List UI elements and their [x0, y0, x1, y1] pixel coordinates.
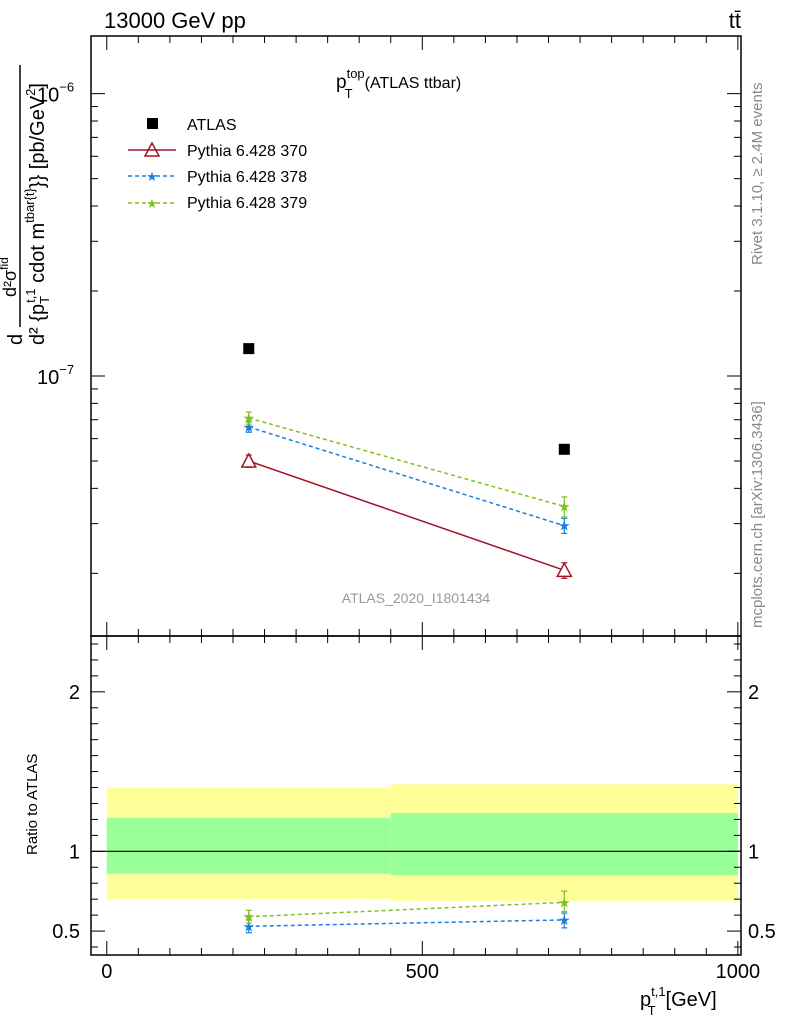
ratio-y-axis-label: Ratio to ATLAS — [24, 754, 41, 855]
main-point-p378-0: ★ — [242, 419, 255, 435]
legend-label-p378: Pythia 6.428 378 — [187, 169, 307, 186]
ratio-y-tick-label-right-1: 1 — [748, 841, 759, 863]
legend-label-p379: Pythia 6.428 379 — [187, 195, 307, 212]
x-tick-label-0: 0 — [101, 961, 112, 983]
rivet-label: Rivet 3.1.10, ≥ 2.4M events — [749, 83, 766, 266]
ratio-y-tick-label-0: 0.5 — [52, 921, 80, 943]
x-axis-label: pt,1 T [GeV] — [640, 984, 717, 1018]
main-y-tick-label-0: 10−7 — [37, 362, 74, 389]
main-point-p379-1: ★ — [558, 498, 571, 514]
legend-label-atlas: ATLAS — [187, 117, 237, 134]
ratio-y-tick-label-right-0: 0.5 — [748, 921, 776, 943]
analysis-id: ATLAS_2020_I1801434 — [342, 590, 491, 606]
ratio-point-p378-0: ★ — [242, 918, 255, 934]
svg-text:d²σfid: d²σfid — [0, 257, 20, 297]
main-point-p370-1 — [556, 561, 573, 578]
ratio-band-inner-0 — [106, 817, 391, 874]
mcplots-label: mcplots.cern.ch [arXiv:1306.3436] — [749, 401, 766, 628]
main-point-p379-0: ★ — [242, 410, 255, 426]
ratio-point-p379-0: ★ — [242, 909, 255, 925]
main-y-axis-label: d² {pTt,1 cdot mtbar{t}}} [pb/GeV2] — [22, 83, 52, 345]
legend-marker-atlas — [147, 118, 158, 129]
energy-label: 13000 GeV pp — [104, 8, 246, 33]
legend-marker-p378: ★ — [146, 169, 158, 184]
main-point-atlas-0 — [243, 343, 255, 355]
main-point-p378-1: ★ — [558, 518, 571, 534]
ratio-y-tick-label-1: 1 — [69, 841, 80, 863]
ratio-band-inner-1 — [390, 813, 738, 876]
main-y-tick-label-1: 10−6 — [37, 80, 74, 107]
main-panel: 10−710−6★★★★ — [37, 35, 742, 637]
ratio-y-tick-label-2: 2 — [69, 682, 80, 704]
plot-title: ptop T(ATLAS ttbar) — [336, 66, 461, 101]
main-point-p370-0 — [240, 452, 258, 468]
svg-text:d: d — [5, 334, 27, 345]
legend-marker-p379: ★ — [146, 196, 158, 211]
legend-label-p370: Pythia 6.428 370 — [187, 143, 307, 160]
main-series-line-p370 — [248, 460, 565, 572]
x-tick-label-2: 1000 — [716, 961, 761, 983]
ratio-series-line-p379 — [248, 901, 565, 918]
main-series-line-p379 — [248, 417, 565, 508]
main-series-line-p378 — [248, 426, 565, 527]
ratio-frame — [90, 635, 742, 956]
process-label: tt̄ — [729, 8, 741, 33]
ratio-series-line-p378 — [248, 919, 565, 928]
legend-marker-p370 — [143, 141, 161, 157]
legend: ATLAS Pythia 6.428 370 ★ Pythia 6.428 37… — [128, 117, 307, 212]
x-tick-label-1: 500 — [406, 961, 439, 983]
ratio-point-p379-1: ★ — [558, 894, 571, 910]
svg-text:d² {pTt,1 cdot mtbar{t}}} [pb/: d² {pTt,1 cdot mtbar{t}}} [pb/GeV2] — [22, 83, 52, 345]
main-point-atlas-1 — [558, 443, 570, 455]
ratio-y-tick-label-right-2: 2 — [748, 682, 759, 704]
ratio-point-p378-1: ★ — [558, 912, 571, 928]
